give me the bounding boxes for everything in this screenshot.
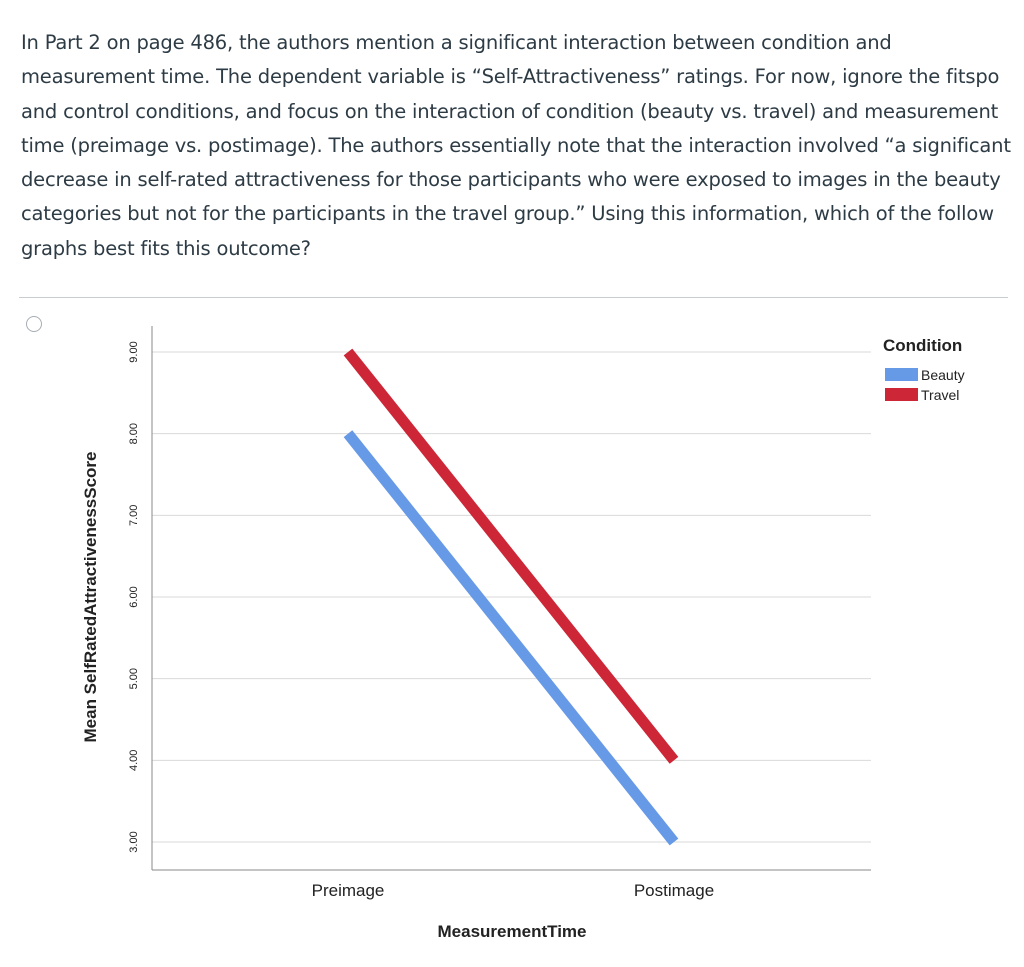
series-line-beauty [343,430,679,846]
question-text: In Part 2 on page 486, the authors menti… [21,31,1011,260]
answer-divider [19,297,1008,298]
y-tick-label: 7.00 [128,505,140,526]
y-tick-label: 4.00 [128,750,140,771]
y-axis-title: Mean SelfRatedAttractivenessScore [81,451,100,742]
gridlines [152,351,871,843]
legend-title: Condition [883,336,962,355]
legend-label-beauty: Beauty [921,367,965,383]
legend-label-travel: Travel [921,387,959,403]
y-tick-label: 3.00 [128,831,140,852]
x-category-labels: Preimage Postimage [312,881,715,900]
x-category-label-preimage: Preimage [312,881,385,900]
y-tick-label: 9.00 [128,341,140,362]
y-tick-label: 5.00 [128,668,140,689]
answer-radio-button[interactable] [26,316,42,332]
legend-swatch-travel [885,388,918,401]
series-line-travel [343,348,679,764]
x-axis-title: MeasurementTime [438,922,587,941]
y-tick-label: 6.00 [128,586,140,607]
y-tick-labels: 3.00 4.00 5.00 6.00 7.00 8.00 9.00 [128,341,140,852]
y-tick-label: 8.00 [128,423,140,444]
legend-swatch-beauty [885,368,918,381]
series-lines [343,348,679,846]
x-category-label-postimage: Postimage [634,881,714,900]
axes [151,326,871,871]
legend: Condition Beauty Travel [883,336,965,403]
